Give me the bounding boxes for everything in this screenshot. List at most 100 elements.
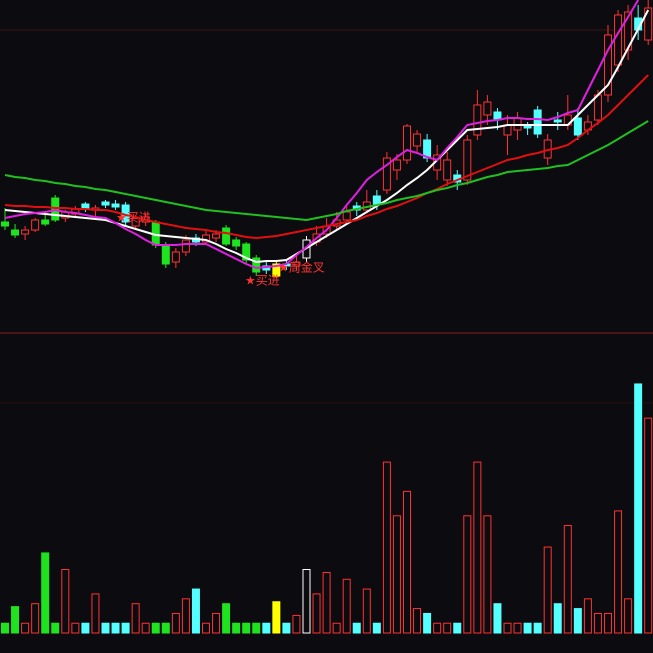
volume-bar [372,622,381,634]
candle-body [473,104,482,136]
volume-bar [222,603,231,634]
volume-bar [543,546,552,634]
volume-bar [191,588,200,634]
candle-body [222,227,231,245]
candle-body [403,125,411,161]
volume-bar [392,515,401,634]
volume-bar [403,490,411,634]
moving-averages [4,0,650,270]
volume-bar [282,622,291,634]
volume-bar [292,614,301,634]
volume-bar [171,612,180,634]
volume-bar [131,603,140,634]
volume-bar [11,606,20,634]
candle-body [232,239,241,247]
volume-bar [1,622,9,634]
candle-body [463,139,472,181]
candle-body [443,159,452,181]
volume-bar [553,603,562,634]
candle-body [292,261,301,267]
volume-bar [604,612,612,634]
volume-bar [563,525,572,634]
volume-bar [533,622,542,634]
candle-body [101,201,110,206]
volume-bar [242,622,251,634]
volume-bar [91,593,100,634]
candle-body [533,109,542,135]
volume-bar [453,622,462,634]
volume-bar [272,601,281,634]
candle-body [392,159,401,171]
candle-body [372,195,381,205]
volume-bar [252,622,261,634]
volume-bar [121,622,130,634]
volume-bar [81,622,90,634]
candle-body [1,221,9,227]
volume-bar [423,612,432,634]
volume-bar [262,622,271,634]
candle-body [614,14,623,66]
volume-bar [583,598,592,634]
ma-line [4,120,649,222]
volume-bar [21,622,30,634]
volume-bars [1,383,653,634]
volume-bar [493,603,502,634]
candle-body [252,257,261,273]
candle-body [573,117,582,136]
volume-bar [523,622,532,634]
annotation: ★买进 [245,274,280,288]
candle-body [272,263,281,277]
volume-bar [51,622,60,634]
volume-bar [573,608,582,634]
volume-bar [342,578,351,634]
volume-bar [41,552,50,634]
candle-body [161,244,170,265]
volume-bar [202,622,210,634]
candle-body [181,239,190,253]
volume-bar [503,622,512,634]
volume-bar [593,612,602,634]
volume-bar [614,510,623,634]
candle-body [604,34,612,96]
candle-body [111,203,120,208]
volume-bar [634,383,643,634]
ma-line [4,74,649,240]
candle-body [202,234,210,243]
volume-bar [151,622,160,634]
volume-bar [111,622,120,634]
volume-bar [161,622,170,634]
volume-bar [232,622,241,634]
volume-bar [443,622,452,634]
candle-body [31,219,40,231]
volume-bar [141,622,150,634]
volume-bar [71,622,80,634]
volume-bar [212,612,221,634]
volume-bar [433,622,442,634]
volume-bar [31,603,40,634]
volume-bar [513,622,522,634]
volume-bar [302,569,311,634]
candle-body [553,119,562,123]
volume-bar [382,461,391,634]
volume-bar [362,588,371,634]
volume-bar [322,571,331,634]
candle-body [483,101,492,116]
volume-bar [332,622,341,634]
candle-body [212,233,221,239]
candle-body [342,211,351,221]
candle-body [21,229,30,235]
volume-bar [61,569,70,634]
annotation: ★周金叉 [278,260,325,275]
volume-bar [624,598,633,634]
candle-body [644,7,653,41]
candle-body [41,219,50,225]
candle-body [382,157,391,191]
ma-line [4,0,640,270]
volume-bar [483,515,492,634]
volume-bar [644,417,653,634]
candle-body [242,243,251,261]
volume-bar [181,598,190,634]
